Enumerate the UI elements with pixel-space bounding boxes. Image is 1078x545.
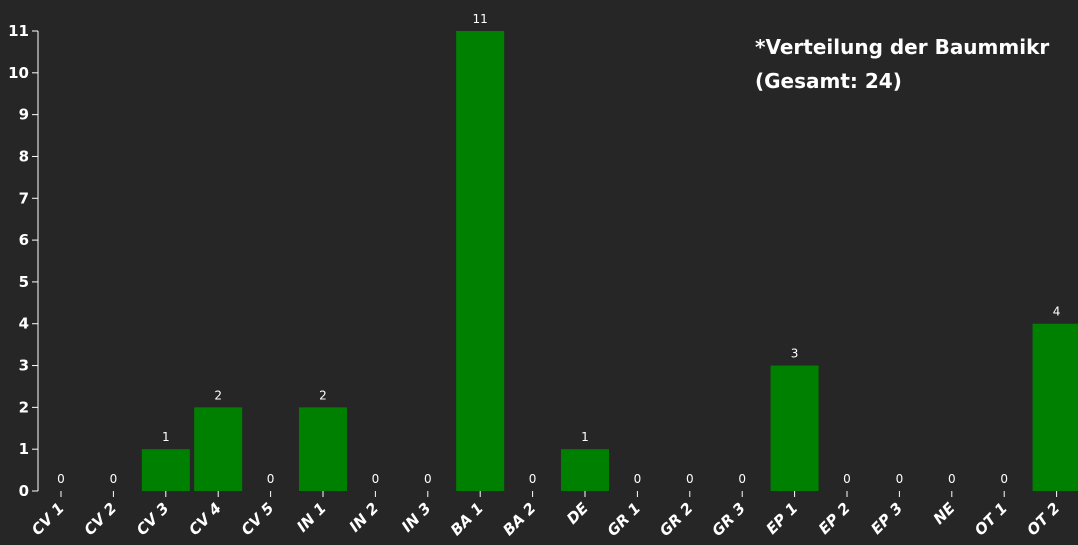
x-tick-label: DE [563,499,592,528]
x-tick-label: BA 1 [447,499,487,539]
bar [561,449,609,491]
x-tick-label: CV 1 [28,499,68,539]
y-tick-label: 3 [19,357,29,375]
data-label: 0 [738,472,746,486]
y-tick-label: 11 [8,22,29,40]
x-tick-label: OT 1 [971,499,1011,539]
data-label: 1 [162,430,170,444]
bar [1032,323,1078,491]
bars [141,31,1078,491]
x-tick-label: IN 2 [346,499,383,536]
data-label: 2 [319,388,327,402]
bar [194,407,243,491]
x-tick-label: GR 3 [708,499,749,540]
data-label: 0 [634,472,642,486]
x-tick-label: IN 3 [398,499,435,536]
data-label: 0 [1000,472,1008,486]
chart-title-line-1: *Verteilung der Baummikr [755,35,1049,59]
y-tick-label: 6 [19,231,29,249]
data-label: 1 [581,430,589,444]
y-tick-label: 7 [19,189,29,207]
y-tick-label: 10 [8,64,29,82]
data-label: 0 [110,472,118,486]
y-tick-label: 4 [19,315,29,333]
data-label: 0 [843,472,851,486]
data-label: 0 [424,472,432,486]
bar [299,407,347,491]
x-tick-label: NE [930,499,959,528]
x-tick-label: CV 5 [238,499,278,539]
x-tick-label: CV 3 [133,499,173,539]
y-tick-label: 1 [19,440,29,458]
x-axis: CV 1 CV 2 CV 3 CV 4 CV 5 IN 1 IN 2 IN 3 BA 1 BA 2… [28,491,1063,540]
data-label: 11 [473,12,488,26]
data-label: 0 [57,472,65,486]
bar [456,31,505,491]
chart-title-line-2: (Gesamt: 24) [755,69,902,93]
data-label: 3 [791,347,799,361]
y-axis: 0 1 2 3 4 5 6 7 8 9 10 11 [8,22,39,500]
data-label: 0 [896,472,904,486]
data-label: 0 [686,472,694,486]
data-label: 0 [948,472,956,486]
data-label: 2 [214,388,222,402]
x-tick-label: OT 2 [1023,499,1063,539]
bar [770,365,819,491]
y-tick-label: 0 [19,482,29,500]
data-label: 0 [372,472,380,486]
data-label: 4 [1053,305,1061,319]
bar [141,449,190,491]
x-tick-label: EP 1 [763,499,802,538]
x-tick-label: GR 1 [604,499,645,540]
x-tick-label: IN 1 [293,499,330,536]
data-label: 0 [529,472,537,486]
x-tick-label: CV 4 [185,499,225,539]
x-tick-label: CV 2 [80,499,120,539]
y-tick-label: 5 [19,273,29,291]
y-tick-label: 9 [19,106,29,124]
y-tick-label: 8 [19,147,29,165]
x-tick-label: GR 2 [656,499,697,540]
y-tick-label: 2 [19,398,29,416]
x-tick-label: EP 2 [815,499,854,538]
data-label: 0 [267,472,275,486]
data-labels: 0 0 1 2 0 2 0 0 11 0 1 0 0 0 3 0 0 0 0 4 [57,12,1060,486]
x-tick-label: BA 2 [499,499,539,539]
x-tick-label: EP 3 [867,499,906,538]
